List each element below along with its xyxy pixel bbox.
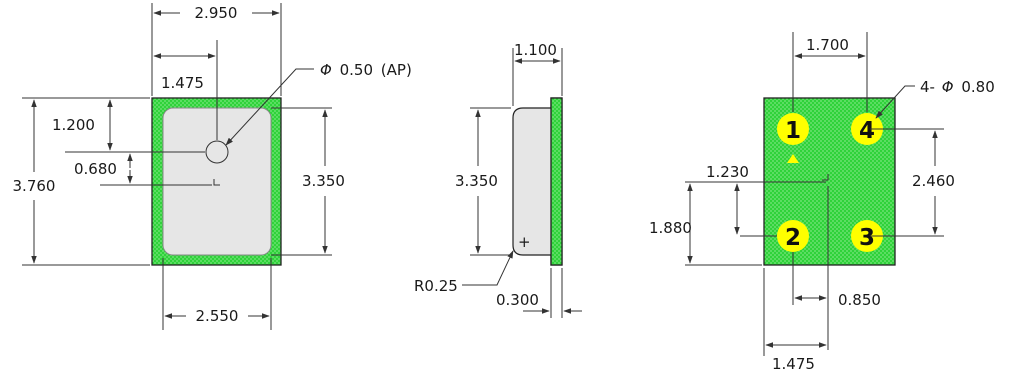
pad-4 [851, 113, 883, 145]
dim-center-offset-y: 1.230 [706, 163, 749, 181]
dim-pad-pitch-y: 2.460 [912, 172, 955, 190]
dim-pad-pitch-x: 1.700 [806, 36, 849, 54]
dim-port-offset-x: 1.475 [161, 74, 204, 92]
dim-base-thickness: 0.300 [496, 291, 539, 309]
port-center-mark [213, 179, 220, 186]
pad-1 [777, 113, 809, 145]
dim-port-step: 0.680 [74, 160, 117, 178]
side-view: + 1.100 3.350 R0.25 0.300 [414, 41, 582, 318]
dim-port-offset-y: 1.200 [52, 116, 95, 134]
pad-3-label: 3 [859, 225, 875, 251]
dim-center-offset-y-full: 1.880 [649, 219, 692, 237]
dim-center-offset-x-full: 1.475 [772, 355, 815, 373]
acoustic-port-circle [205, 140, 229, 164]
pad-diameter-label: 4- Φ 0.80 [920, 78, 995, 96]
pad-2 [777, 220, 809, 252]
pad-3 [851, 220, 883, 252]
side-substrate [550, 97, 563, 266]
origin-plus-mark: + [518, 233, 531, 251]
dim-lid-width: 2.550 [196, 307, 239, 325]
bottom-view: 1 4 2 3 1.700 4- Φ 0.80 2.460 1.2 [649, 32, 995, 373]
dim-side-thickness: 1.100 [514, 41, 557, 59]
pin1-indicator-triangle [787, 154, 799, 163]
center-mark [822, 174, 829, 181]
dim-center-offset-x: 0.850 [838, 291, 881, 309]
dim-lid-height: 3.350 [302, 172, 345, 190]
pad-2-label: 2 [785, 225, 801, 251]
port-diameter-label: Φ 0.50 (AP) [320, 61, 412, 79]
dim-corner-radius: R0.25 [414, 277, 458, 295]
dim-top-width: 2.950 [195, 4, 238, 22]
dim-side-height: 3.350 [455, 172, 498, 190]
pad-1-label: 1 [785, 118, 801, 144]
dim-overall-height: 3.760 [13, 177, 56, 195]
pad-4-label: 4 [859, 118, 875, 144]
top-view: 2.950 1.475 Φ 0.50 (AP) 3.760 1.200 0.68… [13, 3, 412, 330]
